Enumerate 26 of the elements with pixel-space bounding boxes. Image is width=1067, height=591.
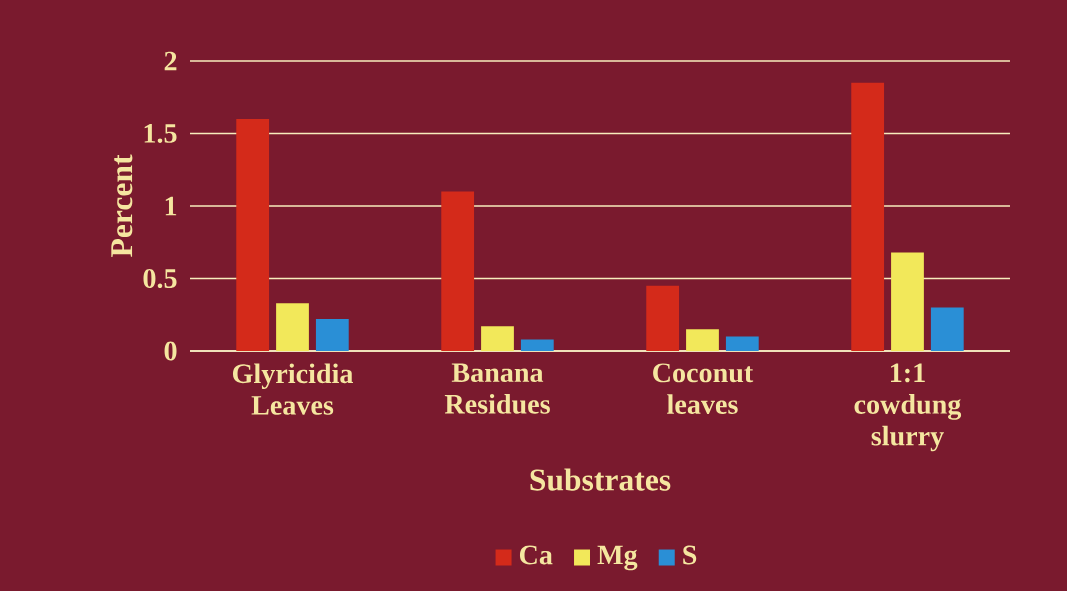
bar (851, 82, 885, 351)
bar (441, 191, 475, 351)
legend-label: S (683, 545, 697, 565)
y-tick-label: 1 (165, 196, 177, 216)
bar (481, 326, 514, 351)
bar (891, 252, 924, 351)
bar (646, 285, 680, 351)
x-tick-label: Coconut leaves (653, 363, 754, 414)
legend-label: Ca (519, 545, 553, 565)
x-tick-label: Glyricidia Leaves (232, 363, 353, 415)
bar (686, 329, 719, 351)
y-tick-label: 1.5 (144, 124, 177, 143)
y-axis-title: Percent (111, 154, 133, 257)
x-tick-label: 1:1 cowdung slurry (854, 363, 962, 452)
x-tick-label: Banana Residues (444, 363, 550, 414)
bar (236, 119, 270, 351)
bar (930, 307, 964, 351)
bar (315, 319, 349, 351)
y-tick-label: 2 (164, 51, 177, 71)
bar (520, 339, 554, 351)
bar (725, 336, 759, 351)
bar (276, 303, 309, 351)
y-tick-label: 0 (164, 341, 177, 361)
x-axis-title: Substrates (530, 468, 671, 491)
legend-label: Mg (597, 545, 638, 571)
y-tick-label: 0.5 (143, 268, 177, 289)
